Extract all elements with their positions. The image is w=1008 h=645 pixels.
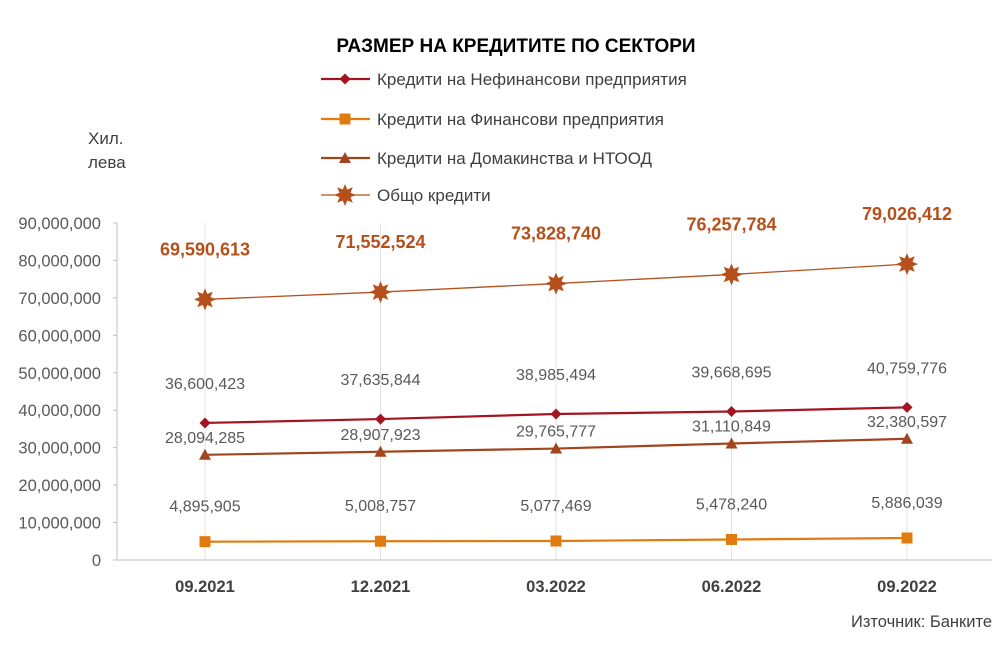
- data-label: 29,765,777: [516, 424, 596, 441]
- x-tick-label: 09.2022: [877, 578, 937, 596]
- data-label: 71,552,524: [335, 232, 425, 252]
- y-tick-label: 10,000,000: [18, 515, 101, 533]
- square-marker: [339, 113, 351, 125]
- star-marker: [896, 253, 918, 276]
- star-marker: [720, 263, 743, 286]
- star-marker: [334, 184, 356, 206]
- diamond-marker: [726, 405, 737, 417]
- triangle-marker: [339, 152, 351, 163]
- triangle-marker: [725, 437, 738, 449]
- series-layer: [194, 253, 918, 548]
- diamond-marker: [199, 417, 211, 429]
- legend-entry: Кредити на Финансови предприятия: [377, 110, 664, 129]
- square-marker: [199, 536, 211, 548]
- star-marker: [369, 281, 392, 304]
- triangle-marker: [199, 448, 211, 460]
- data-label: 73,828,740: [511, 224, 601, 244]
- diamond-marker: [550, 408, 562, 420]
- legend-entry: Кредити на Домакинства и НТООД: [377, 149, 653, 168]
- data-label: 31,110,849: [692, 419, 771, 436]
- diamond-marker: [375, 413, 386, 425]
- data-label: 5,077,469: [520, 498, 591, 515]
- square-marker: [375, 535, 386, 547]
- grid: [204, 223, 908, 560]
- data-label: 28,094,285: [165, 430, 245, 447]
- triangle-marker: [374, 445, 387, 457]
- diamond-marker: [901, 401, 913, 413]
- legend-entry: Кредити на Нефинансови предприятия: [377, 70, 687, 89]
- axes: 0 10,000,000 20,000,000 30,000,000 40,000,00…: [18, 215, 992, 596]
- data-label: 37,635,844: [340, 372, 420, 389]
- y-tick-label: 60,000,000: [18, 327, 101, 345]
- diamond-marker: [339, 73, 351, 85]
- data-label: 28,907,923: [340, 427, 420, 444]
- y-tick-label: 40,000,000: [18, 402, 101, 420]
- star-marker: [545, 272, 567, 295]
- data-label: 69,590,613: [160, 239, 250, 259]
- data-label: 39,668,695: [691, 364, 771, 381]
- data-label: 38,985,494: [516, 367, 596, 384]
- y-tick-label: 20,000,000: [18, 477, 101, 495]
- chart-title: РАЗМЕР НА КРЕДИТИТЕ ПО СЕКТОРИ: [336, 36, 695, 57]
- data-label: 76,257,784: [686, 214, 776, 234]
- y-tick-label: 0: [92, 552, 101, 570]
- data-labels-layer: 36,600,423 37,635,844 38,985,494 39,668,695…: [160, 204, 952, 516]
- x-tick-label: 12.2021: [351, 578, 411, 596]
- x-tick-label: 06.2022: [702, 578, 762, 596]
- data-label: 4,895,905: [169, 499, 240, 516]
- y-tick-label: 30,000,000: [18, 440, 101, 458]
- x-tick-label: 03.2022: [526, 578, 586, 596]
- square-marker: [550, 535, 562, 547]
- data-label: 32,380,597: [867, 414, 947, 431]
- square-marker: [901, 532, 913, 544]
- unit-label-line1: Хил.: [88, 129, 123, 148]
- square-marker: [726, 533, 737, 545]
- data-label: 79,026,412: [862, 204, 952, 224]
- data-label: 5,886,039: [871, 495, 942, 512]
- legend-entry: Общо кредити: [377, 186, 491, 205]
- y-tick-label: 50,000,000: [18, 365, 101, 383]
- y-tick-label: 70,000,000: [18, 290, 101, 308]
- star-marker: [194, 288, 216, 311]
- x-tick-label: 09.2021: [175, 578, 235, 596]
- y-tick-label: 80,000,000: [18, 252, 101, 270]
- triangle-marker: [901, 432, 913, 444]
- data-label: 40,759,776: [867, 360, 947, 377]
- legend: Кредити на Нефинансови предприятия Кредит…: [321, 70, 687, 206]
- data-label: 36,600,423: [165, 376, 245, 393]
- source-note: Източник: Банките: [851, 613, 992, 631]
- triangle-marker: [550, 442, 562, 454]
- y-tick-label: 90,000,000: [18, 215, 101, 233]
- data-label: 5,008,757: [345, 498, 416, 515]
- unit-label-line2: лева: [88, 153, 126, 172]
- data-label: 5,478,240: [696, 496, 767, 513]
